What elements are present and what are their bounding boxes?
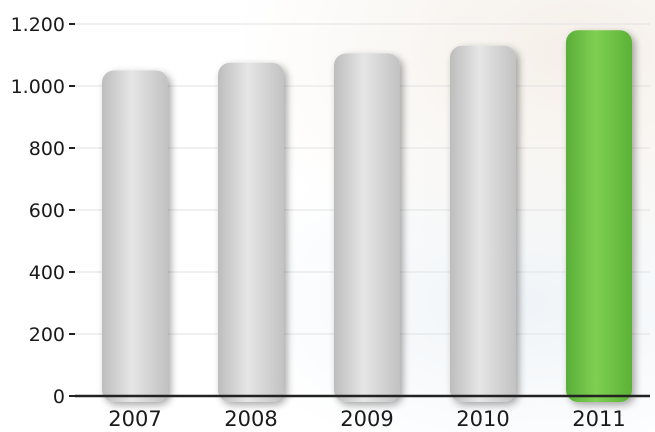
y-axis-ticks: 0 200 400 600 800 1.000 1.200	[11, 14, 75, 408]
x-tick-label-2008: 2008	[224, 407, 277, 431]
x-tick-label-2011: 2011	[572, 407, 625, 431]
y-tick-label: 1.200	[11, 14, 65, 36]
y-tick-label: 600	[29, 200, 65, 222]
bar-2008	[218, 62, 284, 402]
x-tick-label-2009: 2009	[340, 407, 393, 431]
x-tick-label-2007: 2007	[108, 407, 161, 431]
bar-2009	[334, 53, 400, 402]
y-tick-label: 1.000	[11, 76, 65, 98]
y-tick-label: 400	[29, 262, 65, 284]
bar-2007	[102, 70, 168, 402]
y-tick-label: 200	[29, 324, 65, 346]
bars	[102, 30, 632, 402]
bar-2010	[450, 45, 516, 402]
bar-2011	[566, 30, 632, 402]
x-axis-labels: 2007 2008 2009 2010 2011	[108, 407, 625, 431]
y-tick-label: 800	[29, 138, 65, 160]
y-tick-label: 0	[53, 386, 65, 408]
x-tick-label-2010: 2010	[456, 407, 509, 431]
